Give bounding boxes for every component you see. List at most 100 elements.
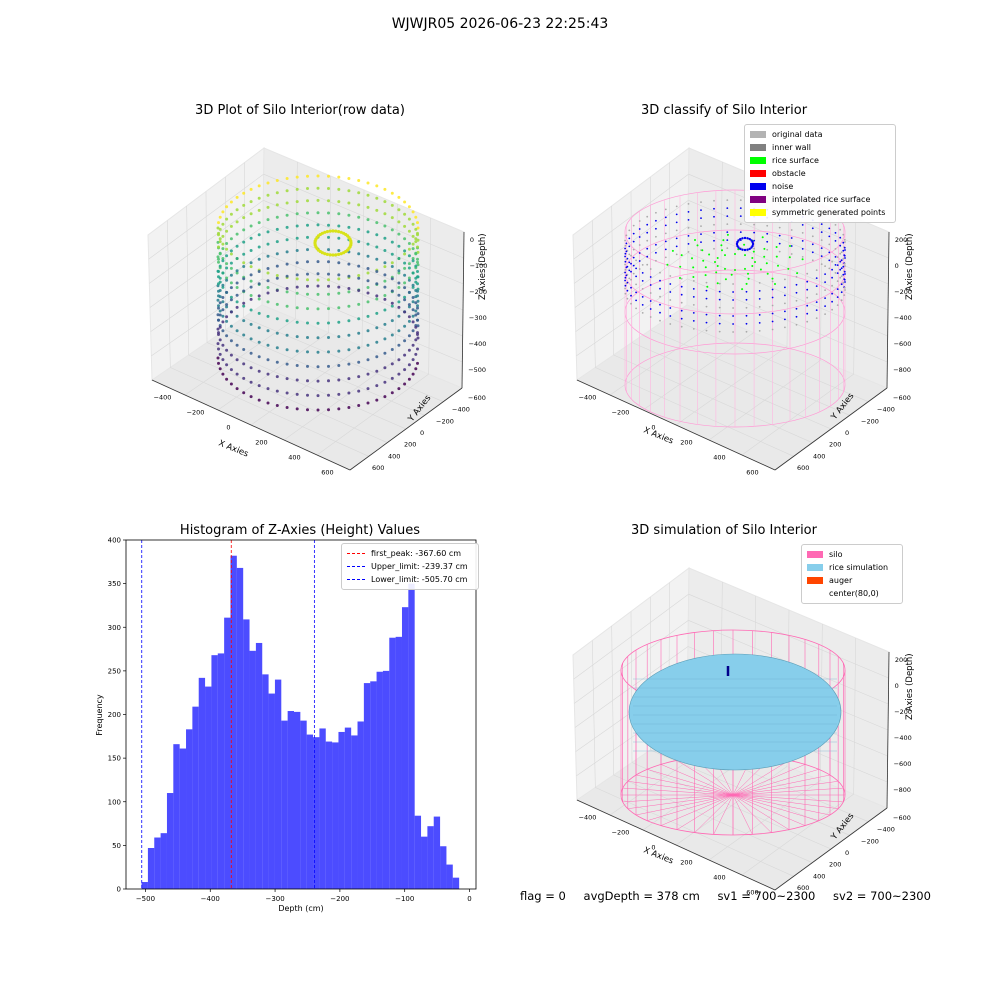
classify-noise-point: [751, 240, 754, 244]
simulation-legend-entry: rice simulation: [807, 561, 897, 574]
classify-wall-point: [839, 276, 842, 279]
raw-point: [414, 367, 418, 371]
histogram-bar: [440, 846, 447, 889]
raw-point: [316, 211, 320, 215]
raw-point: [397, 195, 401, 199]
raw-point: [218, 215, 222, 219]
raw-point: [390, 348, 394, 351]
raw-point: [316, 174, 320, 178]
simulation-wire-spoke: [732, 781, 839, 796]
raw-point: [327, 199, 330, 203]
histogram-y-tick-label: 300: [108, 624, 121, 632]
classify-legend-label: symmetric generated points: [772, 208, 886, 217]
classify-wall-point: [836, 288, 839, 290]
classify-wall-point: [675, 213, 678, 216]
classify-wall-point: [669, 299, 672, 301]
histogram-bar: [351, 735, 358, 889]
classify-wall-point: [820, 231, 823, 233]
classify-wall-point: [745, 306, 748, 309]
classify-z-axis-label: Z Axies (Depth): [905, 233, 915, 300]
classify-wall-point: [844, 289, 846, 291]
classify-z-axis-line: [886, 231, 890, 389]
raw-point: [295, 187, 299, 191]
classify-wall-point: [745, 322, 748, 325]
classify-rice-point: [704, 266, 707, 269]
raw-y-tick-label: 400: [388, 452, 400, 460]
histogram-bar: [274, 679, 282, 889]
raw-point: [327, 307, 330, 311]
classify-wall-point: [839, 252, 842, 255]
raw-point: [366, 358, 370, 362]
raw-point: [416, 282, 419, 286]
raw-point: [383, 261, 387, 265]
raw-point: [221, 259, 225, 263]
classify-x-tick-label: 600: [746, 469, 758, 477]
raw-point: [225, 377, 229, 381]
classify-rice-point: [751, 257, 754, 259]
classify-wall-point: [628, 237, 631, 240]
raw-point: [285, 391, 289, 395]
raw-point: [216, 313, 220, 317]
raw-point: [411, 308, 415, 312]
raw-point: [257, 294, 261, 298]
classify-wall-grid: [853, 217, 856, 375]
raw-point: [375, 355, 379, 359]
raw-point: [411, 234, 415, 238]
histogram-bar: [306, 734, 314, 889]
classify-wall-point: [641, 312, 644, 314]
raw-point: [266, 242, 270, 246]
classify-wall-point: [844, 249, 846, 251]
raw-point: [285, 319, 289, 323]
raw-point: [397, 257, 401, 260]
raw-point: [306, 211, 309, 215]
simulation-wire-spoke: [660, 764, 734, 796]
raw-point: [375, 282, 379, 286]
raw-point: [397, 305, 401, 309]
classify-wall-point: [820, 255, 823, 257]
histogram-bar: [249, 650, 256, 889]
simulation-wire-spoke: [660, 794, 734, 826]
raw-point: [275, 264, 279, 268]
classify-wall-point: [705, 281, 708, 284]
classify-x-tick-label: 0: [651, 424, 655, 432]
classify-rice-point: [775, 255, 778, 258]
raw-point: [306, 260, 309, 264]
classify-wall-point: [635, 299, 637, 302]
classify-wall-point: [824, 305, 826, 307]
classify-wall-point: [700, 209, 702, 211]
raw-point: [217, 347, 220, 351]
raw-point: [295, 378, 299, 382]
classify-y-tick-label: −400: [877, 406, 895, 414]
histogram-bar: [160, 833, 167, 889]
classify-rice-point: [763, 255, 766, 258]
raw-point: [347, 287, 351, 290]
raw-cone-point: [339, 230, 343, 234]
simulation-z-axis-line: [886, 651, 890, 809]
raw-point: [249, 395, 253, 399]
histogram-bar: [236, 567, 244, 889]
classify-wall-point: [795, 323, 798, 326]
classify-wall-point: [641, 280, 644, 282]
raw-point: [407, 247, 411, 251]
raw-point: [347, 274, 351, 278]
raw-point: [266, 401, 270, 405]
raw-point: [229, 212, 233, 216]
raw-point: [257, 257, 261, 261]
histogram-legend-label: first_peak: -367.60 cm: [371, 549, 462, 558]
classify-wall-point: [726, 247, 729, 249]
raw-point: [295, 392, 299, 396]
classify-legend-entry: inner wall: [750, 141, 890, 154]
classify-wall-point: [630, 294, 632, 297]
classify-wall-point: [824, 313, 826, 315]
classify-wall-point: [700, 225, 702, 227]
raw-point: [337, 277, 341, 281]
classify-wall-point: [842, 249, 845, 252]
raw-point: [416, 294, 419, 298]
raw-point: [327, 174, 330, 178]
histogram-bar: [401, 607, 409, 889]
classify-legend: original data inner wall rice surface obsta…: [744, 124, 896, 223]
classify-rice-point: [679, 277, 681, 279]
classify-wall-point: [635, 283, 637, 286]
raw-point: [306, 379, 309, 383]
raw-point: [407, 254, 411, 258]
